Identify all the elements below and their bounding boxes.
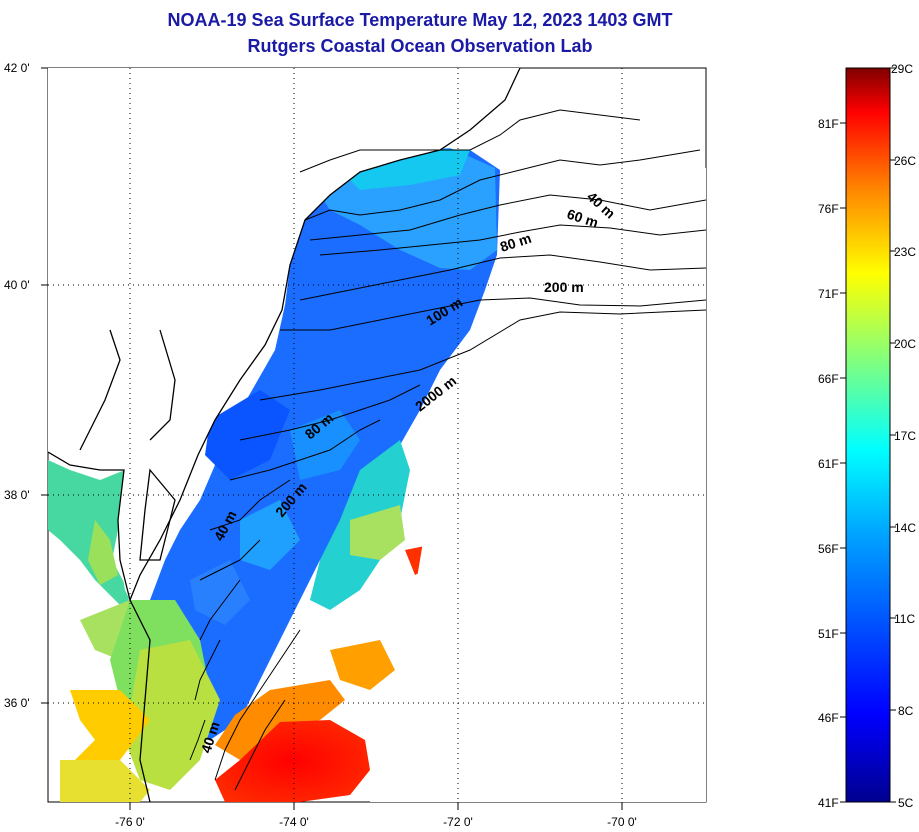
colorbar-c-label: 26C	[894, 154, 916, 168]
colorbar-c-label: 29C	[891, 62, 913, 76]
map-subtitle: Rutgers Coastal Ocean Observation Lab	[247, 36, 593, 56]
lon-label-70: -70 0'	[607, 815, 637, 829]
lon-label-74: -74 0'	[279, 815, 309, 829]
colorbar-c-label: 11C	[894, 612, 915, 626]
lat-label-42: 42 0'	[4, 61, 30, 75]
colorbar-c-label: 17C	[894, 429, 916, 443]
lat-label-38: 38 0'	[4, 488, 30, 502]
colorbar-c-label: 8C	[898, 704, 914, 718]
colorbar-c-label: 23C	[894, 245, 916, 259]
sst-field	[48, 68, 706, 802]
lon-label-76: -76 0'	[115, 815, 145, 829]
colorbar-f-label: 81F	[818, 117, 839, 131]
colorbar-c-label: 5C	[898, 796, 914, 810]
coastline	[48, 68, 521, 802]
lat-label-36: 36 0'	[4, 696, 30, 710]
map-title: NOAA-19 Sea Surface Temperature May 12, …	[167, 10, 673, 30]
colorbar-f-label: 76F	[818, 202, 839, 216]
colorbar-c-label: 14C	[894, 521, 916, 535]
lon-label-72: -72 0'	[443, 815, 473, 829]
colorbar-f-label: 71F	[818, 287, 839, 301]
lat-label-40: 40 0'	[4, 278, 30, 292]
axis-ticks	[41, 67, 623, 810]
colorbar-f-label: 51F	[818, 627, 839, 641]
colorbar-f-label: 41F	[818, 796, 839, 810]
contour-label: 200 m	[544, 279, 584, 295]
colorbar-c-label: 20C	[894, 337, 916, 351]
colorbar-f-label: 61F	[818, 457, 839, 471]
bathymetry-contours	[189, 109, 706, 791]
colorbar	[845, 67, 891, 803]
colorbar-f-label: 46F	[818, 711, 839, 725]
colorbar-ticks	[840, 67, 896, 803]
colorbar-f-label: 56F	[818, 542, 839, 556]
colorbar-f-label: 66F	[818, 372, 839, 386]
